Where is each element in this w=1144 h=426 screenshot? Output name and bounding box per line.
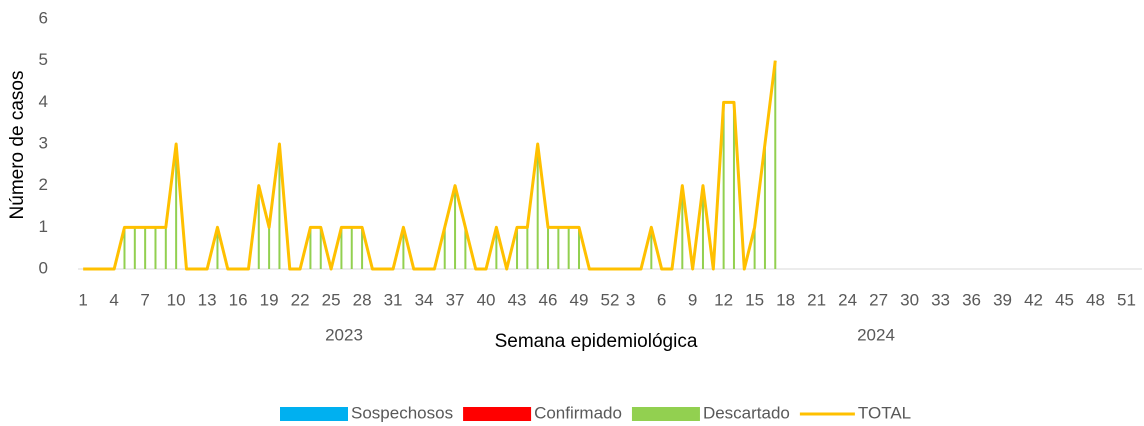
x-axis-title: Semana epidemiológica [495, 331, 698, 352]
y-tick-label: 6 [39, 8, 48, 27]
legend-swatch [280, 407, 348, 421]
x-tick-label: 7 [140, 290, 149, 309]
bar [133, 227, 136, 269]
bar [164, 227, 167, 269]
bar [350, 227, 353, 269]
x-tick-label: 25 [322, 290, 341, 309]
bar [516, 227, 519, 269]
x-tick-label: 42 [1024, 290, 1043, 309]
bar [722, 102, 725, 269]
bar [547, 227, 550, 269]
bar [650, 227, 653, 269]
legend-label: Sospechosos [351, 403, 453, 422]
bar [526, 227, 529, 269]
bar [257, 185, 260, 269]
y-tick-label: 3 [39, 133, 48, 152]
y-axis-title: Número de casos [7, 71, 28, 220]
x-tick-label: 18 [776, 290, 795, 309]
x-tick-label: 28 [353, 290, 372, 309]
legend-swatch [463, 407, 532, 421]
bar [443, 227, 446, 269]
y-tick-label: 5 [39, 50, 48, 69]
bar [175, 144, 178, 269]
x-tick-label: 45 [1055, 290, 1074, 309]
x-group-label: 2024 [857, 325, 895, 344]
x-tick-label: 3 [626, 290, 635, 309]
bar [402, 227, 405, 269]
x-tick-label: 27 [869, 290, 888, 309]
bar [536, 144, 539, 269]
x-tick-label: 22 [291, 290, 310, 309]
legend-label: TOTAL [858, 403, 911, 422]
x-tick-label: 43 [508, 290, 527, 309]
x-tick-label: 1 [78, 290, 87, 309]
x-tick-label: 19 [260, 290, 279, 309]
x-tick-label: 10 [167, 290, 186, 309]
bar [681, 185, 684, 269]
bar [567, 227, 570, 269]
x-tick-label: 40 [477, 290, 496, 309]
bar [216, 227, 219, 269]
bar [753, 227, 756, 269]
x-tick-label: 51 [1117, 290, 1136, 309]
bar [454, 185, 457, 269]
y-tick-label: 2 [39, 175, 48, 194]
x-tick-label: 31 [384, 290, 403, 309]
x-group-label: 2023 [325, 325, 363, 344]
x-tick-label: 48 [1086, 290, 1105, 309]
line [83, 60, 777, 271]
bar [774, 60, 777, 269]
legend-label: Descartado [703, 403, 790, 422]
x-tick-label: 21 [807, 290, 826, 309]
y-tick-label: 4 [39, 92, 48, 111]
x-tick-label: 12 [714, 290, 733, 309]
x-tick-label: 36 [962, 290, 981, 309]
x-tick-label: 33 [931, 290, 950, 309]
legend-label: Confirmado [534, 403, 622, 422]
bar [144, 227, 147, 269]
x-tick-label: 46 [539, 290, 558, 309]
bar [278, 144, 281, 269]
x-tick-label: 16 [229, 290, 248, 309]
bar [464, 227, 467, 269]
bar [309, 227, 312, 269]
bar [495, 227, 498, 269]
x-tick-label: 39 [993, 290, 1012, 309]
legend-swatch [631, 407, 700, 421]
x-tick-label: 37 [446, 290, 465, 309]
bar [361, 227, 364, 269]
bar [578, 227, 581, 269]
x-tick-label: 30 [900, 290, 919, 309]
y-tick-label: 1 [39, 217, 48, 236]
bar [763, 144, 766, 269]
bar [123, 227, 126, 269]
bar [340, 227, 343, 269]
bar [557, 227, 560, 269]
bar [268, 227, 271, 269]
x-tick-label: 13 [198, 290, 217, 309]
bar [154, 227, 157, 269]
x-tick-label: 52 [601, 290, 620, 309]
x-tick-label: 49 [570, 290, 589, 309]
bar [319, 227, 322, 269]
bar [732, 102, 735, 269]
x-tick-label: 15 [745, 290, 764, 309]
y-tick-label: 0 [39, 258, 48, 277]
x-tick-label: 4 [109, 290, 118, 309]
x-tick-label: 6 [657, 290, 666, 309]
x-tick-label: 34 [415, 290, 434, 309]
x-tick-label: 9 [688, 290, 697, 309]
bar [701, 185, 704, 269]
x-tick-label: 24 [838, 290, 857, 309]
